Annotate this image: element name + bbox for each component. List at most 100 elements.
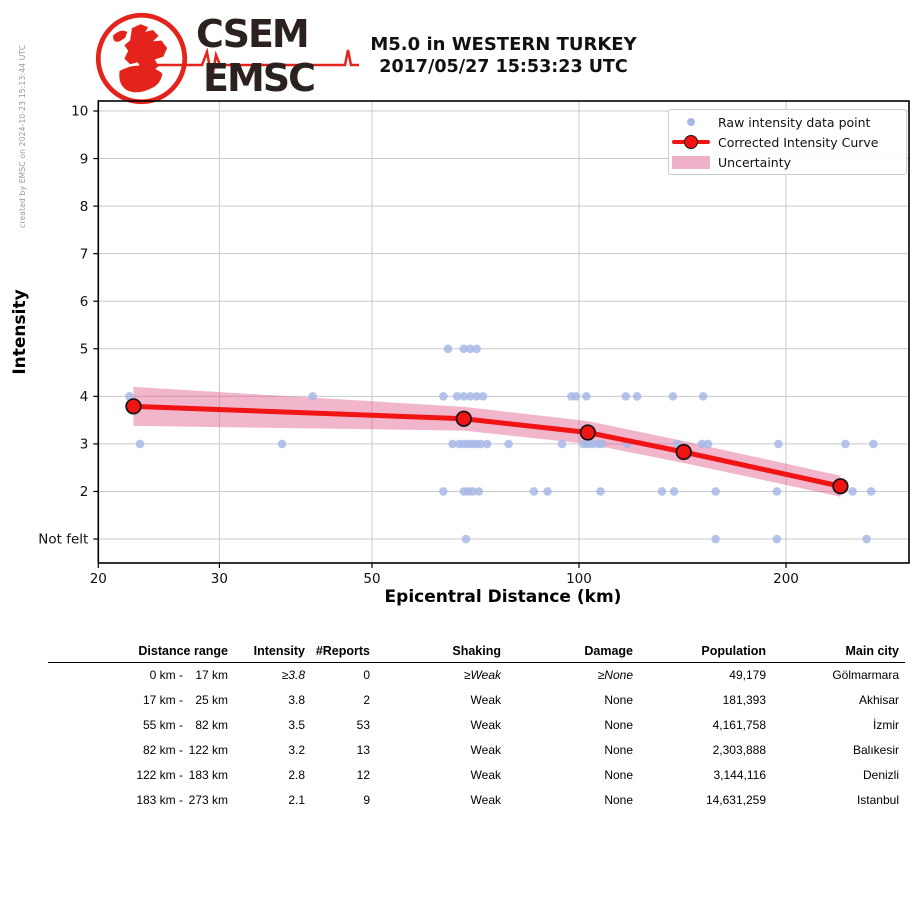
x-tick-label: 30 [211,571,228,587]
raw-point [632,392,642,401]
seismogram-trace-icon [147,48,359,80]
cell-population: 181,393 [722,693,766,707]
cell-reports: 12 [356,768,370,782]
chart-title: M5.0 in WESTERN TURKEY 2017/05/27 15:53:… [98,33,909,79]
raw-point [698,392,708,401]
emsc-globe-icon [95,12,188,105]
raw-point [621,392,631,401]
emsc-logo: CSEM EMSC [92,8,372,106]
raw-point [597,439,607,449]
raw-point [452,392,462,401]
cell-shaking: Weak [470,693,501,707]
raw-point [277,439,287,449]
raw-point [869,439,878,449]
table-row: 17 km - 25 km 3.8 2 Weak None 181,393 Akhisar [48,688,905,713]
curve-marker-icon [669,135,713,149]
cell-damage: None [604,743,633,757]
raw-point [459,344,469,354]
raw-point [482,439,492,449]
col-distance-range: Distance range [138,644,228,658]
distance-to: 273 km [188,793,228,807]
corrected-intensity-curve [125,398,849,495]
distance-from: 17 km - [142,693,183,707]
raw-point [504,439,513,449]
title-line2: 2017/05/27 15:53:23 UTC [379,57,628,77]
cell-intensity: 3.2 [288,743,305,757]
col-reports: #Reports [315,644,370,658]
y-tick-label: 3 [80,437,89,453]
cell-population: 2,303,888 [712,743,766,757]
raw-point [697,439,707,449]
cell-main-city: Gölmarmara [832,668,899,682]
raw-point [439,392,448,401]
y-tick-label: 2 [80,484,89,500]
col-shaking: Shaking [452,644,501,658]
raw-point [439,487,448,496]
y-tick-label: 6 [80,294,89,310]
cell-damage: None [604,793,633,807]
cell-reports: 13 [356,743,370,757]
distance-from: 122 km - [136,768,183,782]
legend-item-uncertainty: Uncertainty [669,152,906,172]
cell-distance-range: 55 km - 82 km [48,713,228,738]
distance-to: 82 km [195,718,228,732]
raw-point [443,344,453,354]
cell-reports: 9 [363,793,370,807]
table-header: Distance range Intensity #Reports Shaking Da… [48,641,905,663]
y-tick-label: 9 [80,151,89,167]
col-main-city: Main city [845,644,900,658]
raw-point [582,392,591,401]
cell-main-city: Balıkesir [852,743,899,757]
curve-point [125,398,142,415]
legend-label: Uncertainty [718,154,792,170]
x-tick-label: 50 [363,571,380,587]
raw-point [135,439,145,449]
uncertainty-swatch-icon [669,155,713,169]
cell-shaking: Weak [470,768,501,782]
cell-main-city: Akhisar [858,693,899,707]
distance-to: 183 km [188,768,228,782]
cell-distance-range: 183 km - 273 km [48,788,228,813]
curve-point [579,424,596,441]
raw-point [468,487,477,496]
raw-point [848,487,857,496]
raw-point [711,534,720,544]
raw-point [841,439,850,449]
summary-table: Distance range Intensity #Reports Shaking Da… [48,641,905,813]
distance-to: 17 km [195,668,228,682]
curve-point [675,443,692,461]
table-row: 0 km - 17 km ≥3.8 0 ≥Weak ≥None 49,179 Gölmarma… [48,663,905,688]
raw-point [529,487,539,496]
axes: 20 30 50 100 200 10 9 8 7 6 5 4 3 2 Not felt [38,100,910,587]
y-tick-label: 8 [80,199,89,215]
cell-intensity: 3.5 [288,718,305,732]
raw-point [657,487,667,496]
cell-shaking: Weak [470,743,501,757]
raw-point [466,344,475,354]
curve-point [832,478,849,495]
cell-shaking: Weak [470,793,501,807]
y-tick-label: 10 [71,104,88,120]
cell-damage: None [604,693,633,707]
cell-damage: ≥None [597,668,633,682]
raw-point [461,534,471,544]
table-body: 0 km - 17 km ≥3.8 0 ≥Weak ≥None 49,179 Gölmarma… [48,663,905,813]
raw-point [466,392,475,401]
cell-intensity: 2.8 [288,768,305,782]
cell-distance-range: 17 km - 25 km [48,688,228,713]
cell-reports: 53 [356,718,370,732]
raw-point [472,344,481,354]
logo-text-csem: CSEM [196,12,310,56]
cell-intensity: 2.1 [288,793,305,807]
cell-distance-range: 122 km - 183 km [48,763,228,788]
cell-population: 4,161,758 [712,718,766,732]
title-line1: M5.0 in WESTERN TURKEY [370,34,637,55]
raw-point [448,439,457,449]
raw-point [459,392,469,401]
raw-point [478,392,488,401]
distance-from: 82 km - [142,743,183,757]
cell-population: 14,631,259 [705,793,766,807]
y-tick-label: 4 [80,389,89,405]
